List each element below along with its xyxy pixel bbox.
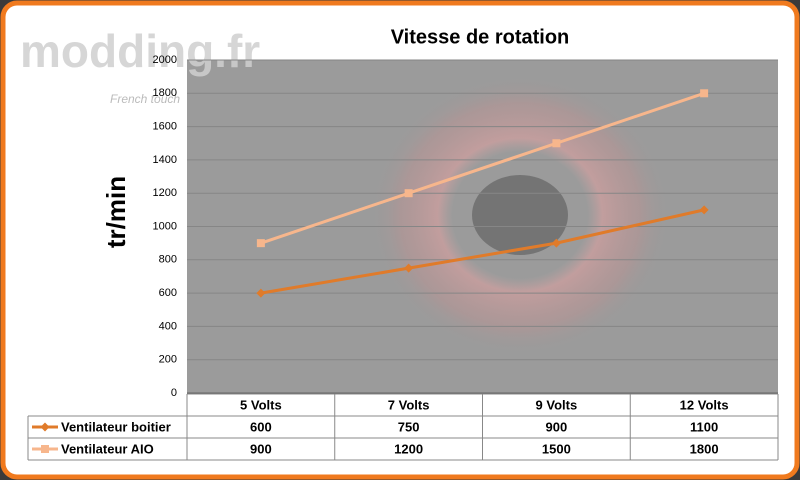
y-tick-label: 1400 <box>153 154 177 166</box>
point <box>404 189 413 198</box>
table-value: 600 <box>250 419 272 434</box>
y-tick-label: 1200 <box>153 187 177 199</box>
background-hole <box>472 175 568 255</box>
x-tick-label: 9 Volts <box>536 397 578 412</box>
x-tick-label: 12 Volts <box>680 397 729 412</box>
y-tick-label: 0 <box>171 387 177 399</box>
watermark-logo: modding.fr <box>20 25 260 77</box>
point <box>700 89 709 98</box>
table-value: 1100 <box>690 419 718 434</box>
x-tick-label: 7 Volts <box>388 397 430 412</box>
table-value: 1500 <box>542 441 571 456</box>
legend-label: Ventilateur AIO <box>61 441 154 456</box>
point <box>404 263 414 273</box>
series-line <box>260 91 705 245</box>
table-value: 1800 <box>690 441 719 456</box>
y-tick-label: 400 <box>159 320 177 332</box>
y-tick-label: 600 <box>159 287 177 299</box>
table-value: 750 <box>398 419 420 434</box>
series-line <box>260 208 705 295</box>
y-tick-label: 1800 <box>153 87 177 99</box>
table-value: 900 <box>546 419 568 434</box>
chart-title: Vitesse de rotation <box>391 26 570 48</box>
x-tick-label: 5 Volts <box>240 397 282 412</box>
y-tick-label: 800 <box>159 254 177 266</box>
table-value: 1200 <box>394 441 423 456</box>
point <box>40 422 50 432</box>
legend-label: Ventilateur boitier <box>61 419 171 434</box>
point <box>41 445 49 453</box>
point <box>552 139 561 148</box>
point <box>256 288 266 298</box>
table-value: 900 <box>250 441 272 456</box>
y-tick-label: 1600 <box>153 121 177 133</box>
y-tick-label: 200 <box>159 354 177 366</box>
point <box>699 205 709 215</box>
point <box>256 239 265 248</box>
y-axis-label: tr/min <box>101 176 131 248</box>
y-tick-label: 2000 <box>153 54 177 66</box>
point <box>551 238 561 248</box>
watermark-tagline: French touch <box>110 92 180 106</box>
y-tick-label: 1000 <box>153 220 177 232</box>
